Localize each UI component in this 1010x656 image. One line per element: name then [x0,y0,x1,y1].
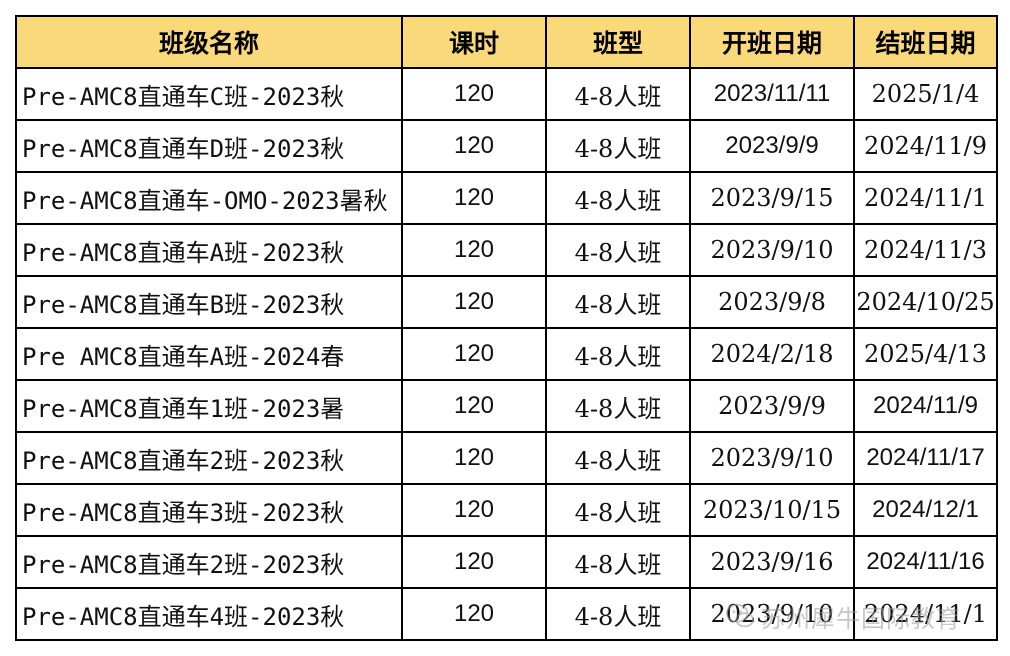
cell-end-date: 2025/4/13 [853,327,998,381]
cell-end-date: 2024/12/1 [853,483,998,537]
cell-start-date: 2023/11/11 [689,67,855,121]
cell-end-date: 2024/11/1 [853,171,998,225]
cell-start-date: 2024/2/18 [689,327,855,381]
cell-hours: 120 [401,587,547,641]
cell-end-date: 2024/11/9 [853,119,998,173]
cell-class-name: Pre-AMC8直通车1班-2023暑 [15,379,403,433]
table-row: Pre-AMC8直通车4班-2023秋 120 4-8人班 2023/9/10 2024… [15,587,998,641]
cell-end-date: 2024/11/3 [853,223,998,277]
cell-class-name: Pre-AMC8直通车B班-2023秋 [15,275,403,329]
cell-start-date: 2023/9/15 [689,171,855,225]
cell-class-name: Pre-AMC8直通车2班-2023秋 [15,535,403,589]
cell-hours: 120 [401,379,547,433]
header-class-name: 班级名称 [15,15,403,69]
table-row: Pre-AMC8直通车2班-2023秋 120 4-8人班 2023/9/16 2024… [15,535,998,589]
header-end-date: 结班日期 [853,15,998,69]
cell-hours: 120 [401,171,547,225]
cell-hours: 120 [401,67,547,121]
table-row: Pre-AMC8直通车A班-2023秋 120 4-8人班 2023/9/10 2024… [15,223,998,277]
class-schedule-table: 班级名称 课时 班型 开班日期 结班日期 Pre-AMC8直通车C班-2023秋… [15,15,998,641]
cell-class-name: Pre-AMC8直通车-OMO-2023暑秋 [15,171,403,225]
cell-end-date: 2024/10/25 [853,275,998,329]
cell-class-name: Pre-AMC8直通车A班-2023秋 [15,223,403,277]
cell-hours: 120 [401,119,547,173]
cell-end-date: 2024/11/1 [853,587,998,641]
cell-class-type: 4-8人班 [545,535,691,589]
cell-class-type: 4-8人班 [545,223,691,277]
cell-hours: 120 [401,483,547,537]
cell-start-date: 2023/9/10 [689,587,855,641]
table-row: Pre-AMC8直通车-OMO-2023暑秋 120 4-8人班 2023/9/15 2… [15,171,998,225]
cell-start-date: 2023/9/10 [689,223,855,277]
table-row: Pre-AMC8直通车1班-2023暑 120 4-8人班 2023/9/9 2024/… [15,379,998,433]
cell-start-date: 2023/9/9 [689,119,855,173]
cell-start-date: 2023/9/10 [689,431,855,485]
class-schedule-table-wrapper: 班级名称 课时 班型 开班日期 结班日期 Pre-AMC8直通车C班-2023秋… [15,15,998,641]
table-header-row: 班级名称 课时 班型 开班日期 结班日期 [15,15,998,69]
cell-hours: 120 [401,275,547,329]
table-row: Pre-AMC8直通车2班-2023秋 120 4-8人班 2023/9/10 2024… [15,431,998,485]
header-hours: 课时 [401,15,547,69]
cell-class-name: Pre-AMC8直通车C班-2023秋 [15,67,403,121]
table-body: Pre-AMC8直通车C班-2023秋 120 4-8人班 2023/11/11 202… [15,67,998,641]
cell-class-type: 4-8人班 [545,275,691,329]
cell-start-date: 2023/9/8 [689,275,855,329]
table-row: Pre-AMC8直通车C班-2023秋 120 4-8人班 2023/11/11 202… [15,67,998,121]
cell-class-type: 4-8人班 [545,587,691,641]
cell-class-type: 4-8人班 [545,119,691,173]
cell-class-name: Pre-AMC8直通车3班-2023秋 [15,483,403,537]
cell-class-type: 4-8人班 [545,171,691,225]
table-row: Pre-AMC8直通车D班-2023秋 120 4-8人班 2023/9/9 2024/… [15,119,998,173]
cell-class-type: 4-8人班 [545,67,691,121]
table-row: Pre-AMC8直通车B班-2023秋 120 4-8人班 2023/9/8 2024/… [15,275,998,329]
cell-hours: 120 [401,431,547,485]
cell-end-date: 2024/11/9 [853,379,998,433]
cell-hours: 120 [401,223,547,277]
cell-class-name: Pre-AMC8直通车D班-2023秋 [15,119,403,173]
cell-class-name: Pre-AMC8直通车2班-2023秋 [15,431,403,485]
cell-end-date: 2025/1/4 [853,67,998,121]
cell-class-name: Pre AMC8直通车A班-2024春 [15,327,403,381]
table-row: Pre AMC8直通车A班-2024春 120 4-8人班 2024/2/18 2025… [15,327,998,381]
cell-class-type: 4-8人班 [545,327,691,381]
cell-end-date: 2024/11/17 [853,431,998,485]
header-class-type: 班型 [545,15,691,69]
cell-class-type: 4-8人班 [545,483,691,537]
cell-class-name: Pre-AMC8直通车4班-2023秋 [15,587,403,641]
cell-class-type: 4-8人班 [545,431,691,485]
cell-hours: 120 [401,535,547,589]
cell-start-date: 2023/9/16 [689,535,855,589]
cell-class-type: 4-8人班 [545,379,691,433]
table-row: Pre-AMC8直通车3班-2023秋 120 4-8人班 2023/10/15 202… [15,483,998,537]
cell-start-date: 2023/9/9 [689,379,855,433]
cell-hours: 120 [401,327,547,381]
cell-end-date: 2024/11/16 [853,535,998,589]
cell-start-date: 2023/10/15 [689,483,855,537]
header-start-date: 开班日期 [689,15,855,69]
